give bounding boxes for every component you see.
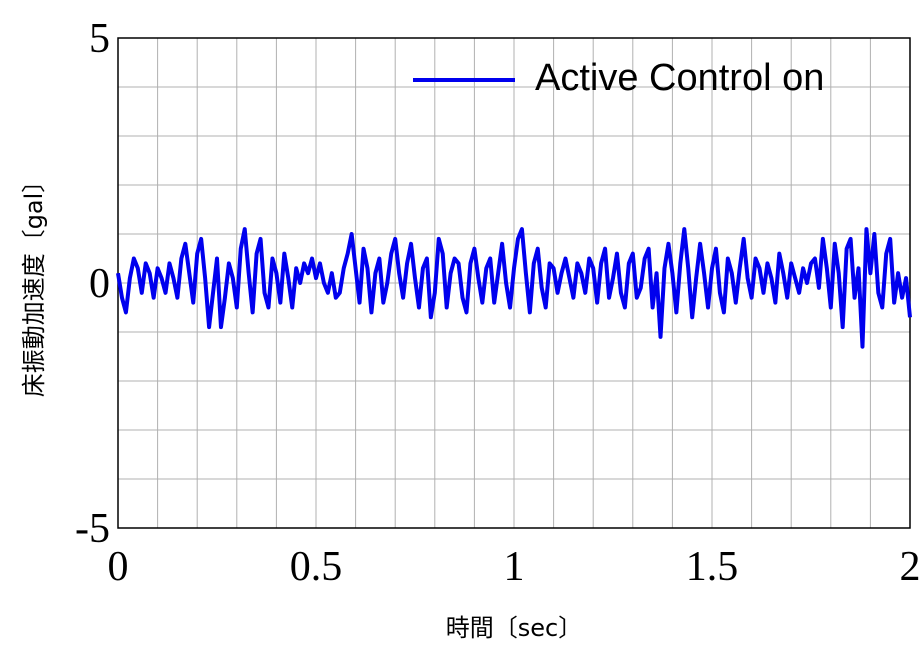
x-tick-label: 1.5 xyxy=(686,544,739,590)
y-tick-label: 5 xyxy=(89,16,110,62)
x-axis-label: 時間〔sec〕 xyxy=(446,614,582,642)
y-tick-label: -5 xyxy=(75,506,110,552)
legend-label: Active Control on xyxy=(535,57,824,99)
data-line xyxy=(116,227,912,349)
y-axis-label: 床振動加速度〔gal〕 xyxy=(20,169,48,398)
x-tick-label: 2 xyxy=(900,544,921,590)
x-tick-label: 0.5 xyxy=(290,544,343,590)
x-tick-label: 0 xyxy=(108,544,129,590)
x-tick-label: 1 xyxy=(504,544,525,590)
y-tick-label: 0 xyxy=(89,261,110,307)
